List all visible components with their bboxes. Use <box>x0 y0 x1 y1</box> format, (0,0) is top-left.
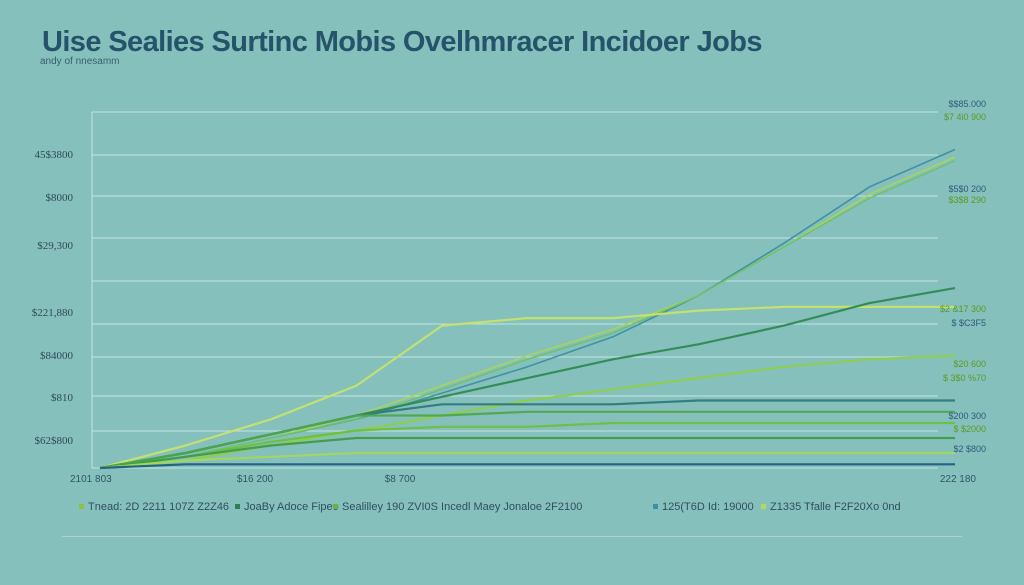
footer-divider <box>62 536 962 537</box>
series-lines <box>99 148 956 470</box>
legend-swatch <box>333 504 338 509</box>
end-label: $5$0 200 <box>948 184 986 194</box>
x-axis-ticks: 2101 803 $16 200 $8 700 222 180 <box>70 474 976 485</box>
end-label: $ 3$0 %70 <box>943 373 986 383</box>
legend-label: Sealilley 190 ZVI0S Incedl Maey Jonaloe … <box>342 501 582 513</box>
end-label: $2 &17 300 <box>940 304 986 314</box>
series-line-7 <box>99 410 955 470</box>
end-label: $ $2000 <box>953 424 986 434</box>
y-tick-label: $810 <box>51 392 74 404</box>
series-line-3 <box>99 305 955 470</box>
legend-swatch <box>235 504 240 509</box>
series-line-8 <box>99 421 955 470</box>
legend: Tnead: 2D 2211 107Z Z2Z46 JoaBy Adoce Fip… <box>79 501 901 513</box>
end-label: $200 300 <box>948 411 986 421</box>
series-line-9 <box>99 436 955 470</box>
end-label: $20 600 <box>953 359 986 369</box>
end-label: $ $C3F5 <box>951 318 986 328</box>
series-line-4 <box>99 287 956 470</box>
grid-lines <box>91 111 938 469</box>
series-line-10 <box>99 451 955 470</box>
y-tick-label: $8000 <box>46 192 74 204</box>
series-line-0 <box>99 148 956 469</box>
x-tick-label: 2101 803 <box>70 474 112 485</box>
y-tick-label: $221,880 <box>32 307 74 319</box>
x-tick-label: $16 200 <box>237 474 274 485</box>
y-tick-label: 45$3800 <box>35 149 74 161</box>
legend-swatch <box>761 504 766 509</box>
legend-label: Z1335 Tfalle F2F20Xo 0nd <box>770 501 901 513</box>
legend-item: 125(T6D Id: 19000 <box>653 501 754 513</box>
y-tick-label: $84000 <box>40 350 74 362</box>
y-axis-ticks: 45$3800 $8000 $29,300 $221,880 $84000 $810 $62… <box>32 149 74 447</box>
chart-title: Uise Sealies Surtinc Mobis Ovelhmracer I… <box>42 26 762 58</box>
legend-label: Tnead: 2D 2211 107Z Z2Z46 <box>88 501 229 513</box>
series-line-11 <box>99 463 955 470</box>
series-line-2 <box>99 159 956 469</box>
legend-item: Tnead: 2D 2211 107Z Z2Z46 <box>79 501 229 513</box>
end-label: $$85.000 <box>948 99 986 109</box>
chart-subtitle: andy of nnesamm <box>40 56 120 67</box>
legend-item: JoaBy Adoce Fipeo <box>235 501 339 513</box>
legend-swatch <box>653 504 658 509</box>
x-tick-label: $8 700 <box>385 474 416 485</box>
y-tick-label: $29,300 <box>37 240 73 252</box>
legend-item: Sealilley 190 ZVI0S Incedl Maey Jonaloe … <box>333 501 582 513</box>
legend-item: Z1335 Tfalle F2F20Xo 0nd <box>761 501 901 513</box>
y-tick-label: $62$800 <box>35 435 74 447</box>
series-line-5 <box>99 354 956 470</box>
end-label: $7 4i0 900 <box>944 112 986 122</box>
end-labels: $$85.000 $7 4i0 900 $5$0 200$3$8 290 $2 &17… <box>940 99 986 454</box>
series-line-1 <box>99 156 956 469</box>
legend-label: JoaBy Adoce Fipeo <box>244 501 339 513</box>
legend-label: 125(T6D Id: 19000 <box>662 501 754 513</box>
x-tick-label: 222 180 <box>940 474 977 485</box>
legend-swatch <box>79 504 84 509</box>
end-label: $2 $800 <box>953 444 986 454</box>
end-label: $3$8 290 <box>948 195 986 205</box>
